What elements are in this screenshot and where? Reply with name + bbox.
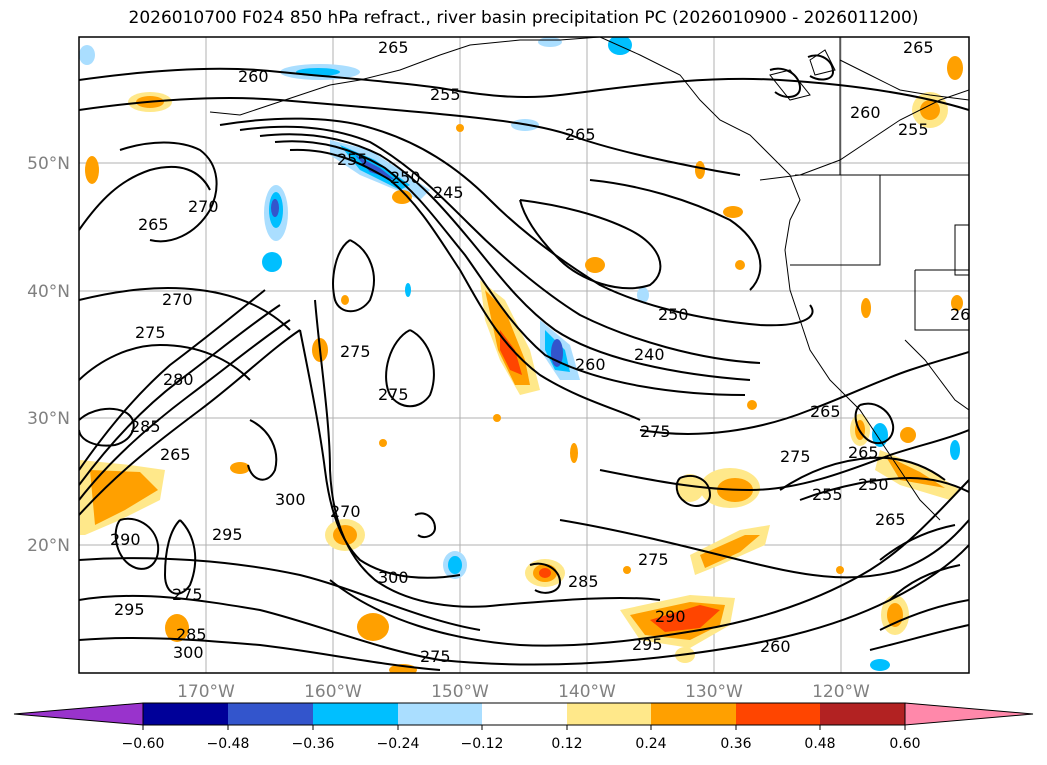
contour-label: 270 <box>188 197 219 216</box>
colorbar-tick-label: −0.24 <box>377 736 420 752</box>
colorbar-extend-left <box>13 702 144 726</box>
colorbar-tick-labels: −0.60 −0.48 −0.36 −0.24 −0.12 0.12 0.24 … <box>122 736 921 752</box>
colorbar-tick-label: 0.60 <box>889 736 920 752</box>
contour-label: 260 <box>760 637 791 656</box>
coastlines <box>209 37 969 521</box>
contour-label: 275 <box>638 550 669 569</box>
contour-label: 275 <box>172 585 203 604</box>
colorbar-extend-right <box>904 702 1034 726</box>
contour-label: 250 <box>390 168 421 187</box>
contour-label: 285 <box>568 572 599 591</box>
contour-label: 260 <box>850 103 881 122</box>
colorbar-tick-label: −0.60 <box>122 736 165 752</box>
contour-label: 255 <box>430 85 461 104</box>
contour-label: 290 <box>655 607 686 626</box>
contour-label: 275 <box>780 447 811 466</box>
contour-label: 250 <box>858 475 889 494</box>
contour-label: 265 <box>160 445 191 464</box>
contour-label: 255 <box>898 120 929 139</box>
lon-label-130w: 130°W <box>685 682 743 702</box>
colorbar-frame <box>142 702 906 726</box>
contour-label: 285 <box>130 417 161 436</box>
colorbar-tick-label: 0.24 <box>635 736 666 752</box>
lon-label-120w: 120°W <box>812 682 870 702</box>
contour-label: 295 <box>632 635 663 654</box>
lon-label-160w: 160°W <box>304 682 362 702</box>
colorbar-segment <box>736 703 820 725</box>
lat-label-20n: 20°N <box>27 536 70 556</box>
colorbar-segment <box>567 703 651 725</box>
contour-label: 265 <box>848 443 879 462</box>
colorbar-tick-label: 0.12 <box>551 736 582 752</box>
contour-label: 275 <box>420 647 451 666</box>
contour-label: 295 <box>114 600 145 619</box>
contour-label: 265 <box>378 38 409 57</box>
contour-label: 275 <box>378 385 409 404</box>
colorbar-segment <box>820 703 905 725</box>
contour-label: 265 <box>565 125 596 144</box>
colorbar-tick-label: −0.12 <box>461 736 504 752</box>
contour-label: 260 <box>238 67 269 86</box>
contour-label: 250 <box>658 305 689 324</box>
contour-label: 300 <box>275 490 306 509</box>
contour-label: 265 <box>138 215 169 234</box>
colorbar-tick-label: −0.36 <box>292 736 335 752</box>
contour-label: 285 <box>176 625 207 644</box>
contour-label: 270 <box>330 502 361 521</box>
contour-label: 300 <box>173 643 204 662</box>
latitude-labels: 50°N 40°N 30°N 20°N <box>27 154 70 556</box>
contour-label: 260 <box>575 355 606 374</box>
colorbar-ticks <box>142 725 906 730</box>
contour-label: 265 <box>875 510 906 529</box>
contour-label: 280 <box>163 370 194 389</box>
colorbar-tick-label: 0.48 <box>804 736 835 752</box>
contour-label: 255 <box>337 150 368 169</box>
contour-label: 245 <box>433 183 464 202</box>
map-title: 2026010700 F024 850 hPa refract., river … <box>128 8 919 28</box>
colorbar-segment <box>651 703 736 725</box>
contour-label: 265 <box>950 305 981 324</box>
colorbar-tick-label: −0.48 <box>207 736 250 752</box>
map-panel: 265 260 255 265 260 255 265 270 265 250 … <box>79 37 981 673</box>
lon-label-170w: 170°W <box>177 682 235 702</box>
lon-label-140w: 140°W <box>558 682 616 702</box>
contour-label: 300 <box>378 568 409 587</box>
contour-label: 240 <box>634 345 665 364</box>
lat-label-30n: 30°N <box>27 409 70 429</box>
colorbar-segment <box>482 703 567 725</box>
contour-label: 255 <box>812 485 843 504</box>
contour-label: 275 <box>640 422 671 441</box>
contour-labels: 265 260 255 265 260 255 265 270 265 250 … <box>110 38 981 666</box>
lon-label-150w: 150°W <box>431 682 489 702</box>
colorbar-tick-label: 0.36 <box>720 736 751 752</box>
lat-label-50n: 50°N <box>27 154 70 174</box>
lat-label-40n: 40°N <box>27 282 70 302</box>
contour-label: 295 <box>212 525 243 544</box>
colorbar-segment <box>313 703 398 725</box>
contour-label: 275 <box>135 323 166 342</box>
contour-label: 265 <box>810 402 841 421</box>
map-frame <box>78 36 970 674</box>
longitude-labels: 170°W 160°W 150°W 140°W 130°W 120°W <box>177 682 870 702</box>
contour-label: 270 <box>162 290 193 309</box>
gridlines <box>79 37 969 673</box>
colorbar: −0.60 −0.48 −0.36 −0.24 −0.12 0.12 0.24 … <box>13 702 1034 752</box>
colorbar-segment <box>228 703 313 725</box>
contour-label: 265 <box>903 38 934 57</box>
contour-label: 290 <box>110 530 141 549</box>
contour-label: 275 <box>340 342 371 361</box>
colorbar-segment <box>143 703 228 725</box>
refractivity-contours <box>79 54 969 671</box>
colorbar-segment <box>398 703 482 725</box>
